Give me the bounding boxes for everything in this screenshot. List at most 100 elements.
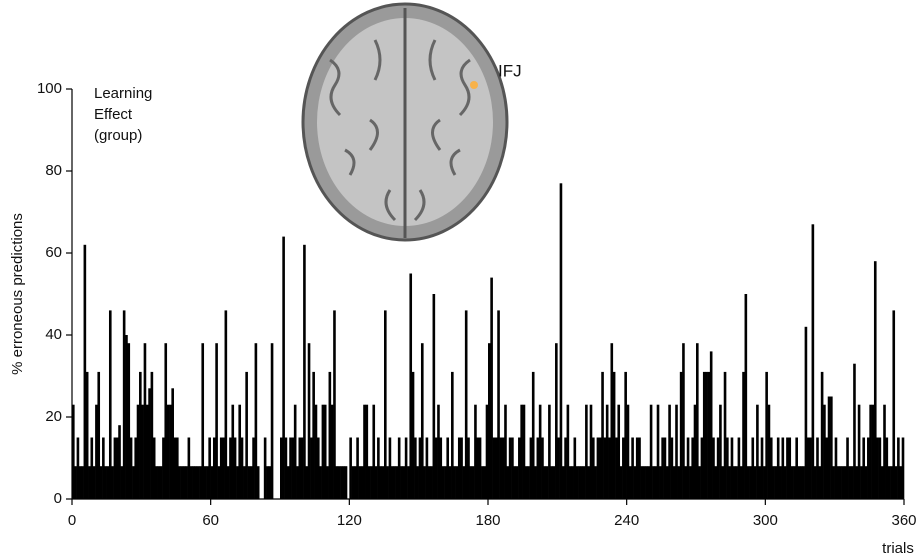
bar	[712, 438, 715, 500]
bar	[788, 438, 791, 500]
bar	[474, 405, 477, 499]
x-tick-label: 180	[475, 512, 500, 529]
bar	[710, 351, 713, 499]
bar	[532, 372, 535, 499]
y-tick-label: 60	[45, 244, 62, 261]
bar	[543, 466, 546, 499]
bar	[402, 466, 405, 499]
y-tick-label: 0	[54, 490, 62, 507]
bar	[250, 466, 253, 499]
bar	[569, 466, 572, 499]
bar	[125, 335, 128, 499]
bar	[694, 405, 697, 499]
bar	[465, 310, 468, 499]
bar	[768, 405, 771, 499]
bar	[407, 466, 410, 499]
bar	[197, 466, 200, 499]
bar	[127, 343, 130, 499]
bar	[345, 466, 348, 499]
bar	[449, 466, 452, 499]
bar	[772, 466, 775, 499]
bar	[560, 183, 563, 499]
bar	[758, 466, 761, 499]
bar	[139, 372, 142, 499]
bar	[844, 466, 847, 499]
bar	[574, 438, 577, 500]
bar	[754, 466, 757, 499]
bar	[883, 405, 886, 499]
bar	[846, 438, 849, 500]
bar	[823, 405, 826, 499]
bar	[721, 466, 724, 499]
bar	[851, 466, 854, 499]
bar	[386, 466, 389, 499]
bar	[615, 438, 618, 500]
bar	[326, 466, 329, 499]
bar	[190, 466, 193, 499]
bar	[761, 438, 764, 500]
bar	[490, 278, 493, 499]
bar	[264, 438, 267, 500]
bar	[518, 438, 521, 500]
bar	[324, 405, 327, 499]
bar	[206, 466, 209, 499]
bar	[742, 372, 745, 499]
bar	[756, 405, 759, 499]
bar	[95, 405, 98, 499]
bar	[678, 466, 681, 499]
bar	[890, 466, 893, 499]
bar	[576, 466, 579, 499]
bar	[860, 466, 863, 499]
bar	[199, 466, 202, 499]
bar	[714, 466, 717, 499]
bar	[298, 438, 301, 500]
bar	[601, 372, 604, 499]
bar	[234, 438, 237, 500]
bar	[842, 466, 845, 499]
bar	[511, 438, 514, 500]
bar	[389, 438, 392, 500]
bar	[100, 466, 103, 499]
bar	[562, 466, 565, 499]
bar	[682, 343, 685, 499]
bar	[158, 466, 161, 499]
bar	[238, 405, 241, 499]
bar	[130, 438, 133, 500]
bar	[412, 372, 415, 499]
brain-image	[303, 4, 507, 240]
bar	[798, 466, 801, 499]
bar	[160, 466, 163, 499]
bar	[530, 438, 533, 500]
bar	[266, 466, 269, 499]
bar	[171, 388, 174, 499]
bar	[597, 438, 600, 500]
bar	[839, 466, 842, 499]
bar	[751, 438, 754, 500]
bar	[303, 245, 306, 499]
bar	[435, 438, 438, 500]
bar	[375, 466, 378, 499]
bar	[116, 438, 119, 500]
y-axis-label: % erroneous predictions	[9, 213, 26, 375]
bar	[812, 224, 815, 499]
bar	[84, 245, 87, 499]
bar	[97, 372, 100, 499]
bar	[793, 466, 796, 499]
bar	[423, 466, 426, 499]
bar	[775, 466, 778, 499]
x-tick-label: 240	[614, 512, 639, 529]
bar	[292, 438, 295, 500]
bar	[506, 466, 509, 499]
bar	[645, 466, 648, 499]
bar	[606, 405, 609, 499]
bar	[837, 466, 840, 499]
x-tick-label: 0	[68, 512, 76, 529]
bar	[849, 466, 852, 499]
bar	[317, 438, 320, 500]
bar	[414, 438, 417, 500]
bar	[886, 438, 889, 500]
bar	[241, 438, 244, 500]
bar	[81, 466, 84, 499]
bar	[155, 466, 158, 499]
bar	[689, 466, 692, 499]
